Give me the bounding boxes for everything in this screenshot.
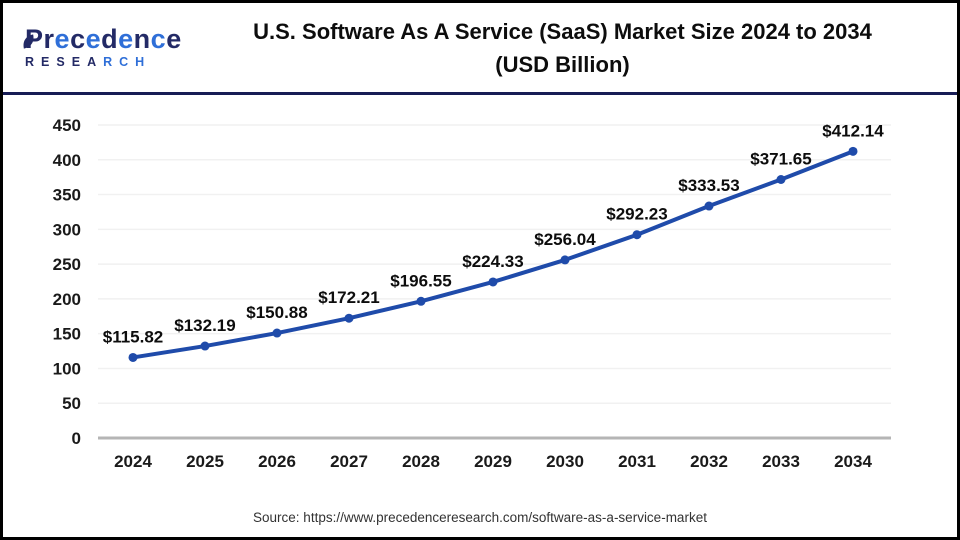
data-point-label: $412.14: [822, 121, 884, 140]
leaf-icon: [23, 34, 34, 49]
data-point-label: $150.88: [246, 303, 307, 322]
data-point-label: $224.33: [462, 252, 523, 271]
page-title: U.S. Software As A Service (SaaS) Market…: [208, 15, 917, 81]
y-tick-label: 400: [53, 151, 81, 170]
chart-area: 0 50 100 150 200 250 300 350 400 450 2024 2025 2026 2…: [3, 95, 957, 513]
data-point-marker: [416, 296, 426, 306]
data-point-marker: [560, 255, 570, 265]
source-text: Source: https://www.precedenceresearch.c…: [253, 510, 707, 525]
x-tick-label: 2031: [618, 452, 656, 471]
x-tick-label: 2026: [258, 452, 296, 471]
y-tick-label: 0: [72, 429, 81, 448]
y-tick-label: 450: [53, 116, 81, 135]
x-tick-label: 2033: [762, 452, 800, 471]
data-point-label: $371.65: [750, 149, 811, 168]
saas-market-line-chart: 0 50 100 150 200 250 300 350 400 450 2024 2025 2026 2…: [53, 116, 891, 471]
data-point-marker: [704, 201, 714, 211]
data-point-marker: [200, 341, 210, 351]
x-tick-label: 2032: [690, 452, 728, 471]
data-point-label: $333.53: [678, 176, 739, 195]
y-tick-label: 350: [53, 186, 81, 205]
brand-name: Precedence: [25, 24, 182, 55]
x-tick-label: 2034: [834, 452, 872, 471]
y-tick-label: 50: [62, 394, 81, 413]
data-point-marker: [632, 230, 642, 240]
y-tick-label: 300: [53, 220, 81, 239]
y-tick-label: 150: [53, 325, 81, 344]
y-tick-label: 100: [53, 359, 81, 378]
x-tick-label: 2027: [330, 452, 368, 471]
header: Precedence RESEARCH U.S. Software As A S…: [3, 3, 957, 95]
data-point-label: $115.82: [103, 327, 164, 346]
data-point-label: $196.55: [390, 271, 451, 290]
data-point-label: $172.21: [318, 288, 379, 307]
title-line-1: U.S. Software As A Service (SaaS) Market…: [253, 18, 872, 44]
footer: Source: https://www.precedenceresearch.c…: [3, 509, 957, 527]
data-point-marker: [344, 313, 354, 323]
data-point-label: $256.04: [534, 230, 596, 249]
brand-logo: Precedence RESEARCH: [3, 26, 208, 69]
x-tick-label: 2025: [186, 452, 224, 471]
x-tick-label: 2029: [474, 452, 512, 471]
title-line-2: (USD Billion): [495, 51, 630, 77]
data-point-label: $292.23: [606, 205, 667, 224]
x-tick-label: 2030: [546, 452, 584, 471]
data-point-label: $132.19: [174, 316, 235, 335]
x-tick-label: 2024: [114, 452, 152, 471]
data-point-marker: [776, 174, 786, 184]
data-point-marker: [488, 277, 498, 287]
data-point-marker: [272, 328, 282, 338]
data-point-marker: [128, 352, 138, 362]
brand-subtitle: RESEARCH: [25, 55, 152, 70]
y-tick-label: 250: [53, 255, 81, 274]
data-point-marker: [848, 146, 858, 156]
x-tick-label: 2028: [402, 452, 440, 471]
title-block: U.S. Software As A Service (SaaS) Market…: [208, 15, 957, 81]
y-tick-label: 200: [53, 290, 81, 309]
